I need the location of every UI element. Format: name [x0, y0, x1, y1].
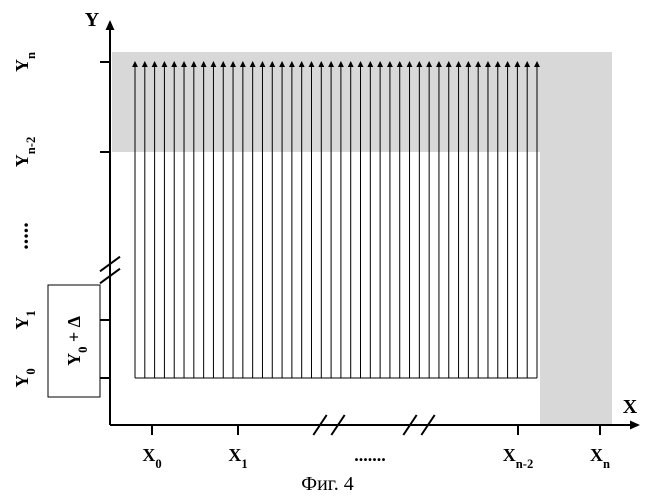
y-dots-label: .....: [8, 222, 33, 250]
shaded-bottom: [540, 405, 612, 425]
y-axis-label: Y: [85, 9, 100, 31]
figure-canvas: XYX0X1.......Xn-2XnY0Y1Yn-2Yn.....Y0 + Δ…: [0, 0, 655, 500]
diagram-svg: XYX0X1.......Xn-2XnY0Y1Yn-2Yn.....Y0 + Δ…: [0, 0, 655, 500]
shaded-right: [540, 52, 612, 415]
figure-caption: Фиг. 4: [301, 473, 353, 495]
x-axis-label: X: [623, 396, 638, 418]
x-tick-label: .......: [354, 445, 386, 465]
